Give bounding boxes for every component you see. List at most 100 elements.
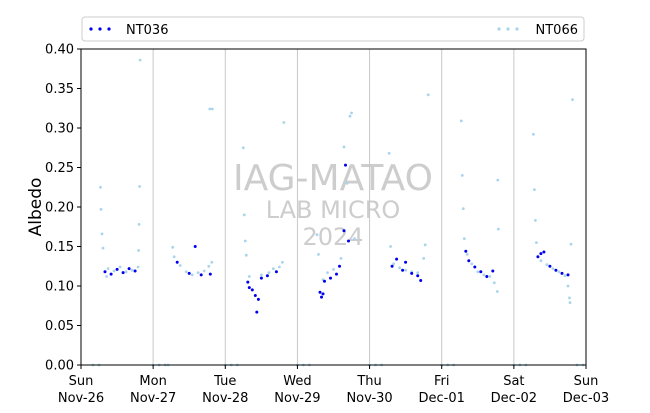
data-point-nt036 xyxy=(127,267,131,271)
data-point-nt066 xyxy=(476,270,480,274)
data-point-nt036 xyxy=(187,271,191,275)
data-point-nt066 xyxy=(317,253,320,256)
watermark-line: IAG-MATAO xyxy=(233,158,433,199)
data-point-nt066 xyxy=(392,262,395,266)
data-point-nt036 xyxy=(109,272,113,276)
data-point-nt036 xyxy=(410,271,414,275)
x-tick-label-date: Nov-29 xyxy=(274,391,320,406)
data-point-nt036 xyxy=(347,239,350,243)
legend-label-nt036: NT036 xyxy=(126,23,168,38)
data-point-nt036 xyxy=(321,292,325,296)
data-point-nt036 xyxy=(253,294,257,297)
data-point-nt066 xyxy=(533,188,536,192)
legend-label-nt066: NT066 xyxy=(536,23,578,38)
data-point-nt036 xyxy=(256,297,260,301)
data-point-nt066 xyxy=(353,237,356,241)
data-point-nt066 xyxy=(535,241,538,245)
data-point-nt036 xyxy=(121,271,125,275)
y-tick-label: 0.05 xyxy=(45,319,74,334)
legend-box xyxy=(81,16,585,42)
y-tick-label: 0.30 xyxy=(45,122,74,137)
data-point-nt066 xyxy=(532,132,535,136)
y-tick-label: 0.10 xyxy=(45,280,74,295)
data-point-nt066 xyxy=(202,269,206,273)
legend: NT036 NT066 xyxy=(81,16,585,42)
data-point-nt066 xyxy=(496,178,500,182)
y-tick-label: 0.20 xyxy=(45,201,74,216)
data-point-nt066 xyxy=(244,253,248,257)
x-tick-label-day: Tue xyxy=(213,374,236,389)
data-point-nt036 xyxy=(250,288,254,292)
data-point-nt066 xyxy=(172,255,176,259)
data-point-nt066 xyxy=(422,257,426,260)
data-point-nt036 xyxy=(548,264,552,268)
data-point-nt066 xyxy=(339,257,343,260)
x-tick-label-day: Mon xyxy=(139,374,166,389)
data-point-nt036 xyxy=(175,260,179,264)
data-point-nt066 xyxy=(398,266,401,270)
data-point-nt066 xyxy=(210,260,214,264)
data-point-nt066 xyxy=(545,263,549,267)
legend-marker-nt036 xyxy=(89,27,111,31)
data-point-nt036 xyxy=(255,310,259,314)
data-point-nt066 xyxy=(462,237,466,241)
data-point-nt066 xyxy=(278,265,281,269)
data-point-nt066 xyxy=(243,239,247,243)
x-tick-label-day: Wed xyxy=(283,374,311,389)
watermark-line: 2024 xyxy=(302,223,363,251)
legend-dot xyxy=(515,27,519,31)
data-point-nt066 xyxy=(315,233,319,237)
data-point-nt036 xyxy=(416,274,420,278)
data-point-nt066 xyxy=(563,274,567,278)
data-point-nt036 xyxy=(401,268,405,272)
data-point-nt066 xyxy=(350,111,353,115)
data-point-nt066 xyxy=(461,207,465,211)
data-point-nt066 xyxy=(387,151,391,155)
data-point-nt066 xyxy=(190,273,194,277)
data-point-nt066 xyxy=(566,284,570,288)
data-point-nt066 xyxy=(539,259,543,263)
data-point-nt066 xyxy=(568,296,571,300)
legend-dot xyxy=(497,27,501,31)
gridlines xyxy=(152,49,515,365)
x-tick-label-day: Sun xyxy=(574,374,599,389)
data-point-nt066 xyxy=(242,213,246,217)
x-tick-label-day: Sat xyxy=(503,374,524,389)
data-point-nt066 xyxy=(492,281,496,285)
data-point-nt066 xyxy=(348,114,352,118)
y-axis-label: Albedo xyxy=(26,178,46,237)
data-point-nt066 xyxy=(389,245,392,248)
data-point-nt066 xyxy=(470,262,474,266)
data-point-nt066 xyxy=(105,275,108,278)
data-point-nt036 xyxy=(318,290,322,294)
legend-dot xyxy=(506,27,510,31)
data-point-nt066 xyxy=(130,268,134,272)
data-point-nt066 xyxy=(112,269,116,273)
data-point-nt036 xyxy=(329,276,332,280)
data-point-nt066 xyxy=(178,264,182,267)
data-point-nt036 xyxy=(323,279,326,283)
x-tick-label-date: Nov-28 xyxy=(202,391,248,406)
data-point-nt036 xyxy=(560,271,564,275)
data-point-nt036 xyxy=(338,264,341,268)
data-point-nt036 xyxy=(199,273,203,277)
data-point-nt066 xyxy=(460,174,464,177)
legend-dot xyxy=(107,27,111,31)
data-point-nt066 xyxy=(267,271,271,274)
data-point-nt066 xyxy=(99,208,103,211)
data-point-nt036 xyxy=(320,295,323,299)
y-tick-label: 0.15 xyxy=(45,240,74,255)
data-point-nt036 xyxy=(133,269,137,273)
data-point-nt036 xyxy=(404,260,408,264)
data-point-nt066 xyxy=(551,267,555,270)
data-point-nt066 xyxy=(496,227,500,231)
x-tick-label-day: Sun xyxy=(69,374,94,389)
data-point-nt036 xyxy=(259,276,263,280)
data-point-nt066 xyxy=(557,270,561,274)
data-point-nt036 xyxy=(208,272,212,276)
data-point-nt036 xyxy=(115,267,119,271)
data-point-nt066 xyxy=(136,265,140,269)
data-point-nt036 xyxy=(554,268,558,272)
